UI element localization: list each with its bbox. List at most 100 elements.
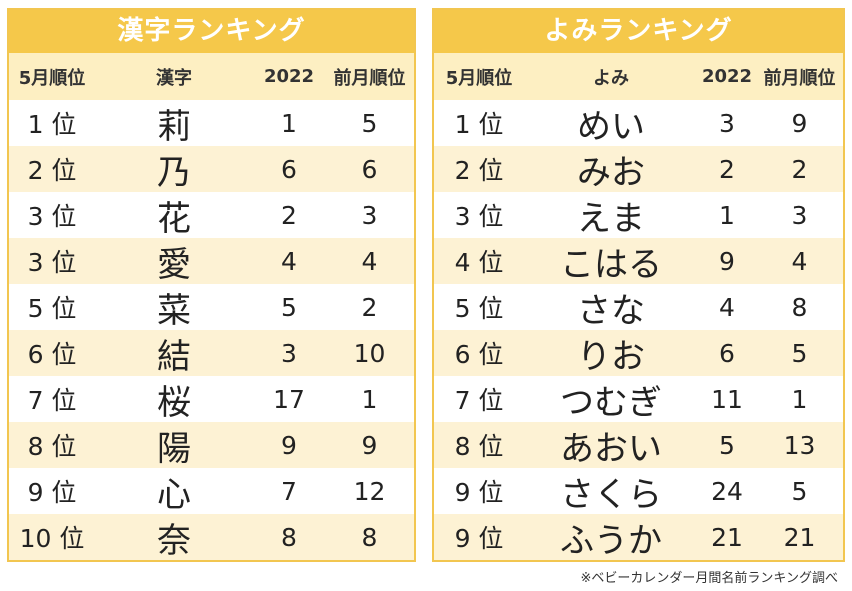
header-2022: 2022	[263, 66, 315, 87]
yomi-cell: みお	[577, 152, 645, 193]
source-footnote: ※ベビーカレンダー月間名前ランキング調べ	[580, 571, 838, 586]
yomi-cell: りお	[577, 336, 645, 377]
rank-cell: 2 位	[27, 156, 77, 185]
kanji-ranking-table: 漢字ランキング 5月順位 漢字 2022 前月順位 1 位 莉 1 5 2 位 …	[7, 8, 416, 562]
table-row: 8 位 陽 9 9	[9, 422, 414, 469]
kanji-table-header: 5月順位 漢字 2022 前月順位	[9, 53, 414, 100]
rank-2022-cell: 1	[281, 108, 297, 138]
rank-cell: 5 位	[454, 294, 504, 323]
kanji-cell: 陽	[157, 428, 191, 469]
kanji-ranking-title: 漢字ランキング	[9, 10, 414, 53]
rank-cell: 4 位	[454, 248, 504, 277]
yomi-cell: さな	[577, 290, 645, 331]
prev-rank-cell: 12	[353, 476, 386, 506]
yomi-cell: こはる	[560, 244, 662, 285]
kanji-cell: 愛	[157, 244, 191, 285]
rank-2022-cell: 9	[719, 246, 735, 276]
prev-rank-cell: 10	[353, 338, 386, 368]
kanji-cell: 乃	[157, 152, 191, 193]
rank-cell: 1 位	[454, 110, 504, 139]
table-row: 7 位 つむぎ 11 1	[434, 376, 843, 423]
rank-2022-cell: 3	[281, 338, 297, 368]
rank-2022-cell: 17	[273, 384, 305, 414]
kanji-cell: 結	[157, 336, 191, 377]
prev-rank-cell: 2	[791, 154, 808, 184]
table-row: 2 位 みお 2 2	[434, 146, 843, 193]
rank-cell: 6 位	[27, 340, 77, 369]
header-may-rank: 5月順位	[18, 67, 86, 89]
table-row: 9 位 心 7 12	[9, 468, 414, 515]
prev-rank-cell: 21	[783, 522, 816, 552]
prev-rank-cell: 5	[791, 476, 808, 506]
yomi-cell: あおい	[560, 428, 662, 469]
rank-cell: 2 位	[454, 156, 504, 185]
rank-2022-cell: 9	[281, 430, 297, 460]
header-2022: 2022	[701, 66, 753, 87]
rank-2022-cell: 4	[281, 246, 297, 276]
header-kanji: 漢字	[156, 67, 192, 89]
rank-2022-cell: 7	[281, 476, 297, 506]
table-row: 6 位 結 3 10	[9, 330, 414, 377]
yomi-ranking-title: よみランキング	[434, 10, 843, 53]
yomi-table-header: 5月順位 よみ 2022 前月順位	[434, 53, 843, 100]
rank-2022-cell: 6	[281, 154, 297, 184]
rank-cell: 3 位	[27, 202, 77, 231]
rank-cell: 3 位	[454, 202, 504, 231]
header-may-rank: 5月順位	[445, 67, 513, 89]
prev-rank-cell: 13	[783, 430, 816, 460]
rank-cell: 8 位	[27, 432, 77, 461]
rank-2022-cell: 11	[711, 384, 743, 414]
rank-2022-cell: 8	[281, 522, 297, 552]
table-row: 8 位 あおい 5 13	[434, 422, 843, 469]
yomi-cell: ふうか	[560, 520, 662, 561]
header-prev-month-rank: 前月順位	[333, 67, 406, 89]
rank-cell: 1 位	[27, 110, 77, 139]
kanji-cell: 菜	[157, 290, 191, 331]
rank-cell: 10 位	[19, 524, 85, 553]
table-row: 7 位 桜 17 1	[9, 376, 414, 423]
kanji-cell: 奈	[157, 520, 191, 561]
yomi-cell: さくら	[560, 474, 662, 515]
rank-cell: 3 位	[27, 248, 77, 277]
rank-cell: 7 位	[454, 386, 504, 415]
yomi-table-body: 1 位 めい 3 9 2 位 みお 2 2 3 位 えま 1 3 4 位 こはる…	[434, 100, 843, 561]
table-row: 9 位 ふうか 21 21	[434, 514, 843, 561]
header-yomi: よみ	[593, 67, 629, 89]
rank-2022-cell: 24	[711, 476, 743, 506]
yomi-ranking-table: よみランキング 5月順位 よみ 2022 前月順位 1 位 めい 3 9 2 位…	[432, 8, 845, 562]
prev-rank-cell: 5	[361, 108, 378, 138]
table-row: 5 位 さな 4 8	[434, 284, 843, 331]
table-row: 6 位 りお 6 5	[434, 330, 843, 377]
prev-rank-cell: 5	[791, 338, 808, 368]
prev-rank-cell: 4	[361, 246, 378, 276]
table-row: 10 位 奈 8 8	[9, 514, 414, 561]
prev-rank-cell: 6	[361, 154, 378, 184]
prev-rank-cell: 2	[361, 292, 378, 322]
rank-2022-cell: 2	[719, 154, 735, 184]
kanji-cell: 心	[157, 474, 191, 515]
rank-2022-cell: 5	[281, 292, 297, 322]
rank-cell: 8 位	[454, 432, 504, 461]
rank-cell: 9 位	[27, 478, 77, 507]
table-row: 4 位 こはる 9 4	[434, 238, 843, 285]
rank-cell: 9 位	[454, 524, 504, 553]
table-row: 5 位 菜 5 2	[9, 284, 414, 331]
rank-2022-cell: 5	[719, 430, 735, 460]
table-row: 1 位 めい 3 9	[434, 100, 843, 147]
header-prev-month-rank: 前月順位	[763, 67, 836, 89]
kanji-cell: 桜	[157, 382, 191, 423]
rank-cell: 9 位	[454, 478, 504, 507]
prev-rank-cell: 1	[361, 384, 378, 414]
prev-rank-cell: 8	[791, 292, 808, 322]
rank-2022-cell: 2	[281, 200, 297, 230]
prev-rank-cell: 3	[791, 200, 808, 230]
prev-rank-cell: 9	[791, 108, 808, 138]
prev-rank-cell: 4	[791, 246, 808, 276]
rank-cell: 7 位	[27, 386, 77, 415]
prev-rank-cell: 8	[361, 522, 378, 552]
yomi-cell: えま	[577, 198, 645, 239]
table-row: 3 位 愛 4 4	[9, 238, 414, 285]
rank-2022-cell: 1	[719, 200, 735, 230]
rank-2022-cell: 4	[719, 292, 735, 322]
